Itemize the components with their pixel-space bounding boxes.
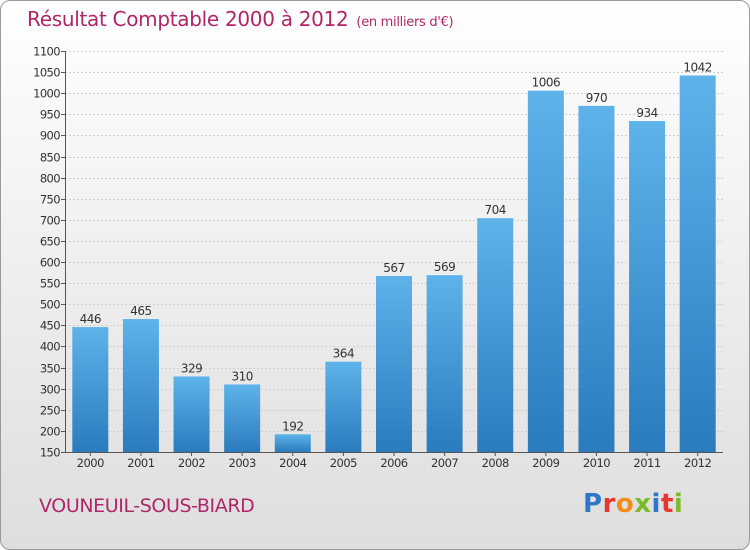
y-tick-label: 500 [40,298,60,312]
y-tick-label: 600 [40,256,60,270]
x-tick-label: 2005 [330,456,357,470]
y-tick-label: 900 [40,129,60,143]
bar-2000 [72,327,109,452]
proxiti-logo: Proxiti [583,489,684,519]
y-tick-label: 950 [40,108,60,122]
data-label-2008: 704 [485,203,506,217]
chart-title-unit: (en milliers d'€) [356,15,454,30]
y-tick-label: 400 [40,340,60,354]
data-label-2011: 934 [636,106,657,120]
x-tick-label: 2007 [431,456,458,470]
data-label-2009: 1006 [532,76,561,90]
bar-2002 [173,376,210,452]
y-tick-label: 1100 [33,45,60,59]
bar-2003 [224,384,261,452]
y-tick-label: 200 [40,425,60,439]
y-tick-label: 550 [40,277,60,291]
data-label-2000: 446 [80,312,101,326]
chart-title-text: Résultat Comptable 2000 à 2012 [27,7,349,31]
data-label-2012: 1042 [683,60,712,74]
y-tick-label: 700 [40,214,60,228]
data-label-2004: 192 [282,419,303,433]
data-label-2006: 567 [383,261,404,275]
chart-title: Résultat Comptable 2000 à 2012 (en millie… [27,7,454,31]
bar-2010 [578,105,615,452]
x-tick-label: 2001 [127,456,154,470]
bar-2012 [679,75,716,452]
x-tick-label: 2000 [77,456,104,470]
y-tick-label: 1000 [33,87,60,101]
bar-2008 [477,218,514,452]
y-tick-label: 150 [40,446,60,460]
data-label-2007: 569 [434,260,455,274]
bar-2006 [376,275,412,452]
city-name: VOUNEUIL-SOUS-BIARD [39,495,255,517]
bar-2001 [122,319,159,452]
x-tick-label: 2008 [482,456,509,470]
y-tick-label: 1050 [33,66,60,80]
x-tick-label: 2010 [583,456,610,470]
x-tick-label: 2011 [633,456,660,470]
data-label-2003: 310 [231,369,252,383]
data-label-2010: 970 [586,91,607,105]
y-tick-label: 750 [40,193,60,207]
y-tick-label: 300 [40,383,60,397]
bar-2004 [274,434,311,452]
x-tick-label: 2004 [279,456,306,470]
x-tick-label: 2003 [229,456,256,470]
data-label-2002: 329 [181,361,202,375]
y-tick-label: 450 [40,319,60,333]
axes: 150 200 250 300 350 400 450 500 550 600 650 700 750 8… [33,45,723,470]
data-label-2001: 465 [130,304,151,318]
y-tick-label: 250 [40,404,60,418]
x-tick-label: 2006 [380,456,407,470]
bars [72,75,716,453]
bar-2011 [629,121,666,453]
bar-2007 [426,275,463,452]
data-labels: 446 465 329 310 192 364 567 569 704 1006 970 934 104… [80,60,713,433]
y-tick-label: 850 [40,151,60,165]
x-tick-label: 2009 [532,456,559,470]
y-tick-label: 650 [40,235,60,249]
bar-2009 [527,90,564,453]
data-label-2005: 364 [333,347,354,361]
y-tick-label: 800 [40,172,60,186]
x-tick-label: 2002 [178,456,205,470]
bar-2005 [325,361,362,452]
y-tick-label: 350 [40,362,60,376]
x-tick-label: 2012 [684,456,711,470]
